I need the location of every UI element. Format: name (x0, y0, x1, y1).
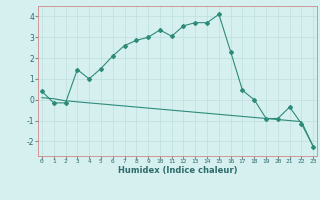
X-axis label: Humidex (Indice chaleur): Humidex (Indice chaleur) (118, 166, 237, 175)
